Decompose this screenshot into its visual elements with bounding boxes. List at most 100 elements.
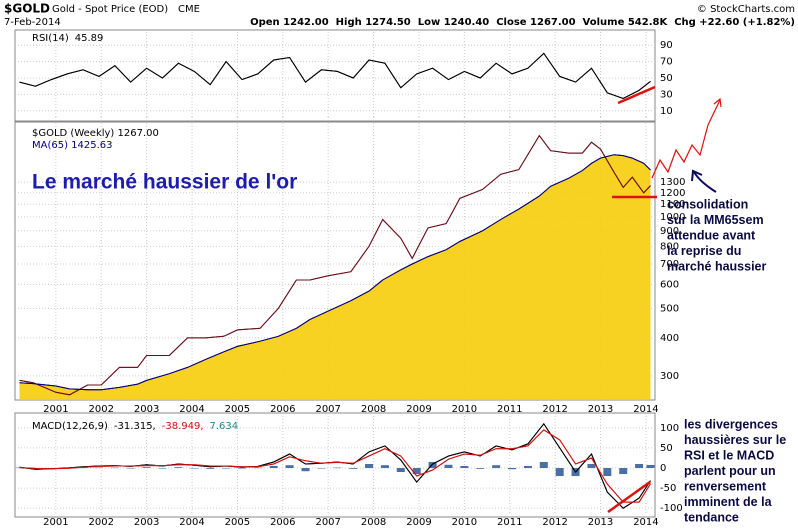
x-tick-label: 2005	[225, 517, 250, 528]
x-tick-label: 2008	[361, 404, 386, 415]
y-tick-label: -50	[660, 483, 676, 494]
y-tick-label: 600	[660, 279, 679, 290]
annotation-line: haussières sur le	[684, 433, 786, 447]
histogram-bar	[646, 464, 655, 469]
y-tick-label: 400	[660, 333, 679, 344]
x-tick-label: 2001	[43, 517, 68, 528]
x-tick-label: 2005	[225, 404, 250, 415]
y-tick-label: 300	[660, 371, 679, 382]
annotation-line: imminent de la	[684, 495, 773, 509]
y-tick-label: 10	[660, 106, 673, 117]
y-tick-label: 90	[660, 40, 673, 51]
legend-entry: 7.634	[210, 421, 239, 432]
instrument-name: Gold - Spot Price (EOD)	[52, 4, 168, 15]
x-tick-label: 2012	[542, 517, 567, 528]
y-tick-label: 800	[660, 241, 679, 252]
histogram-bar	[428, 461, 437, 469]
exchange: CME	[178, 4, 200, 15]
histogram-bar	[94, 467, 103, 469]
y-tick-label: -100	[660, 503, 683, 514]
date: 7-Feb-2014	[4, 17, 61, 28]
legend-entry: MA(65) 1425.63	[32, 140, 113, 151]
x-tick-label: 2011	[497, 517, 522, 528]
x-tick-label: 2012	[542, 404, 567, 415]
annotation-line: consolidation	[667, 197, 748, 211]
histogram-bar	[158, 468, 167, 469]
y-tick-label: 700	[660, 259, 679, 270]
projection-arrow	[651, 99, 721, 179]
y-tick-label: 50	[660, 443, 673, 454]
y-tick-label: 1000	[660, 212, 685, 223]
histogram-bar	[142, 467, 151, 469]
legend-entry: MACD(12,26,9)	[32, 421, 108, 432]
histogram-bar	[301, 468, 310, 472]
stats: Open 1242.00 High 1274.50 Low 1240.40 Cl…	[250, 17, 795, 28]
series-line	[19, 134, 651, 396]
histogram-bar	[174, 467, 183, 469]
histogram-bar	[365, 463, 374, 469]
histogram-bar	[380, 465, 389, 469]
x-tick-label: 2010	[452, 517, 477, 528]
y-tick-label: 0	[660, 463, 666, 474]
histogram-bar	[619, 468, 628, 475]
y-tick-label: 50	[660, 73, 673, 84]
legend-entry: -31.315,	[114, 421, 156, 432]
legend-entry: $GOLD (Weekly) 1267.00	[32, 128, 159, 139]
symbol: $GOLD	[4, 2, 50, 16]
y-tick-label: 1200	[660, 188, 685, 199]
x-tick-label: 2001	[43, 404, 68, 415]
x-tick-label: 2007	[315, 517, 340, 528]
x-tick-label: 2006	[270, 404, 295, 415]
histogram-bar	[79, 467, 88, 469]
y-tick-label: 70	[660, 57, 673, 68]
annotation-line: RSI et le MACD	[684, 448, 774, 462]
histogram-bar	[587, 463, 596, 469]
histogram-bar	[110, 467, 119, 469]
x-tick-label: 2002	[89, 517, 114, 528]
y-tick-label: 1300	[660, 177, 685, 188]
histogram-bar	[412, 468, 421, 475]
annotation-line: la reprise du	[667, 244, 741, 258]
histogram-bar	[269, 466, 278, 469]
x-tick-label: 2014	[633, 404, 658, 415]
histogram-bar	[285, 465, 294, 469]
x-tick-label: 2007	[315, 404, 340, 415]
macd-trendline	[607, 480, 651, 514]
histogram-bar	[206, 468, 215, 469]
annotation-line: attendue avant	[667, 228, 756, 242]
histogram-bar	[508, 468, 517, 470]
histogram-bar	[523, 466, 532, 469]
histogram-bar	[333, 467, 342, 469]
series-line	[19, 154, 651, 391]
histogram-bar	[476, 468, 485, 469]
histogram-bar	[237, 468, 246, 469]
histogram-bar	[253, 467, 262, 469]
x-tick-label: 2006	[270, 517, 295, 528]
histogram-bar	[460, 466, 469, 469]
annotation-title: Le marché haussier de l'or	[32, 171, 297, 194]
ma-area	[19, 154, 651, 400]
legend-entry: 45.89	[75, 33, 104, 44]
pointer-arrow	[693, 171, 717, 193]
histogram-bar	[635, 463, 644, 469]
histogram-bar	[47, 468, 56, 469]
histogram-bar	[492, 465, 501, 469]
annotation-line: les divergences	[684, 417, 778, 431]
x-tick-label: 2009	[406, 404, 431, 415]
y-tick-label: 100	[660, 423, 679, 434]
series-line	[19, 52, 651, 100]
annotation-line: renversement	[684, 479, 767, 493]
x-tick-label: 2008	[361, 517, 386, 528]
histogram-bar	[444, 464, 453, 469]
x-tick-label: 2010	[452, 404, 477, 415]
x-tick-label: 2013	[588, 517, 613, 528]
annotation-line: marché haussier	[667, 259, 766, 273]
y-tick-label: 900	[660, 226, 679, 237]
x-tick-label: 2013	[588, 404, 613, 415]
y-tick-label: 500	[660, 303, 679, 314]
projection-arrow-head	[713, 97, 722, 108]
source: © StockCharts.com	[697, 4, 795, 15]
